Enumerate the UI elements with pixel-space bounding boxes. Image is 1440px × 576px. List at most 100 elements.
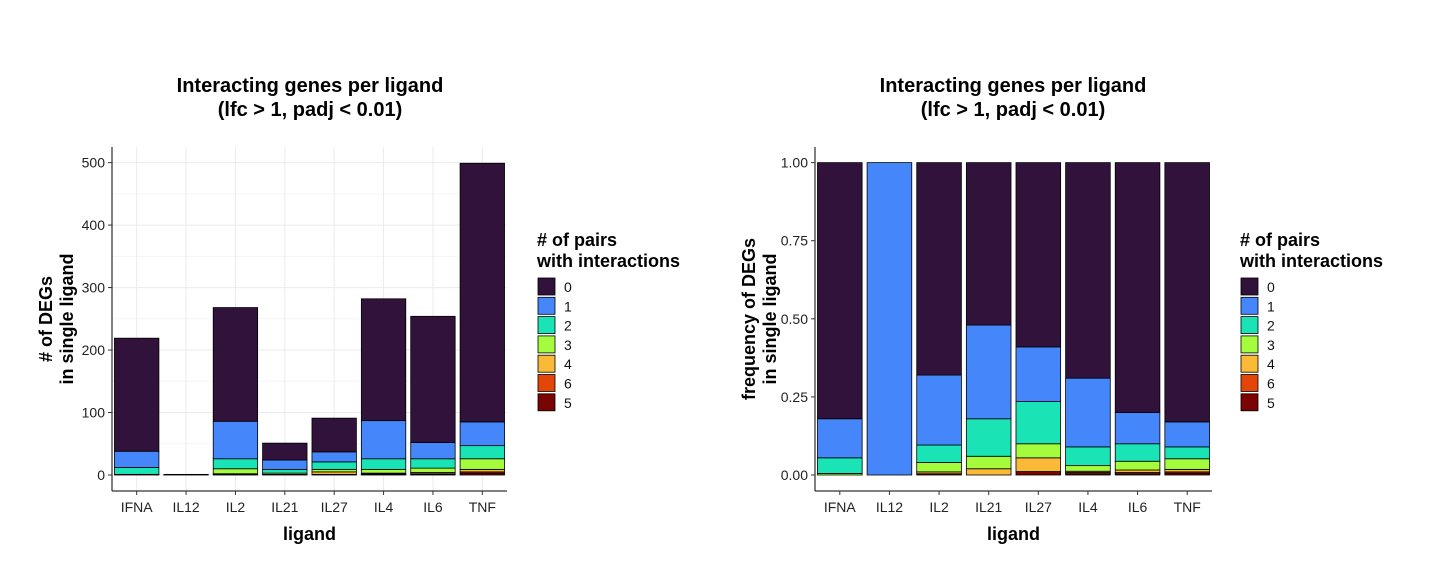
bar-IL4-pairs-2	[1065, 446, 1111, 467]
legend-label-4: 4	[564, 356, 572, 372]
count-chart: Interacting genes per ligand(lfc > 1, pa…	[36, 75, 680, 544]
x-tick-label-IL2: IL2	[929, 499, 949, 515]
bar-IL4-pairs-1	[1065, 377, 1111, 448]
bar-IL21-pairs-0	[262, 442, 308, 461]
bar-IFNA-pairs-0	[817, 162, 863, 420]
bar-IL21-pairs-0	[965, 162, 1012, 326]
bar-IL4-pairs-1	[360, 420, 407, 460]
bar-IL2-pairs-3	[916, 462, 962, 473]
x-tick-label-TNF: TNF	[469, 499, 496, 515]
y-tick-label: 300	[82, 280, 106, 296]
legend-label-3: 3	[1267, 337, 1275, 353]
x-axis-title: ligand	[283, 524, 336, 544]
bar-TNF-pairs-0	[1164, 162, 1210, 423]
bar-IL4-pairs-0	[1065, 162, 1111, 379]
legend-swatch-2	[1240, 316, 1259, 335]
bar-IL27-pairs-5	[1015, 471, 1062, 476]
bar-IL27-pairs-1	[311, 451, 357, 463]
x-tick-label-IL27: IL27	[1025, 499, 1052, 515]
x-tick-label-IL2: IL2	[226, 499, 246, 515]
bar-IL21-pairs-2	[262, 468, 308, 474]
bar-IL6-pairs-3	[410, 467, 456, 473]
bar-IL21-pairs-2	[965, 418, 1012, 457]
legend-label-5: 5	[1267, 395, 1275, 411]
y-axis-title-line-2: in single ligand	[760, 253, 780, 384]
x-tick-label-IL4: IL4	[374, 499, 394, 515]
legend-title-line-1: # of pairs	[537, 230, 617, 250]
legend-label-1: 1	[1267, 298, 1275, 314]
legend-title-line-1: # of pairs	[1240, 230, 1320, 250]
bar-IL27-pairs-2	[1015, 401, 1062, 445]
bar-IL27-pairs-3	[1015, 443, 1062, 459]
bar-IL4-pairs-0	[360, 298, 407, 422]
bar-IL2-pairs-2	[916, 444, 962, 463]
bar-IL6-pairs-0	[410, 315, 456, 443]
bar-IL6-pairs-1	[410, 442, 456, 460]
bar-IL6-pairs-3	[1114, 460, 1161, 471]
y-tick-label: 0	[97, 467, 105, 483]
legend-swatch-5	[537, 393, 556, 412]
x-tick-label-IL21: IL21	[975, 499, 1002, 515]
y-tick-label: 100	[82, 405, 106, 421]
chart-title-line-1: Interacting genes per ligand	[177, 75, 444, 97]
bar-TNF-pairs-3	[459, 458, 505, 470]
legend-swatch-1	[1240, 296, 1259, 315]
bar-TNF-pairs-1	[459, 421, 505, 447]
bar-IFNA-pairs-2	[114, 467, 160, 475]
bar-IL27-pairs-2	[311, 461, 357, 470]
legend-swatch-6	[537, 374, 556, 392]
bar-IL12-pairs-1	[866, 162, 913, 476]
bar-IL6-pairs-2	[1114, 443, 1161, 462]
x-tick-label-IL12: IL12	[172, 499, 199, 515]
chart-title-line-1: Interacting genes per ligand	[880, 75, 1147, 97]
bars	[114, 162, 505, 476]
bar-IL21-pairs-4	[965, 468, 1012, 476]
bar-IL27-pairs-0	[1015, 162, 1062, 348]
x-axis-title: ligand	[987, 524, 1040, 544]
bar-TNF-pairs-0	[459, 162, 505, 423]
legend-swatch-2	[537, 316, 556, 335]
bar-IL2-pairs-1	[212, 420, 259, 460]
bar-IFNA-pairs-2	[817, 457, 863, 474]
x-tick-label-IFNA: IFNA	[121, 499, 154, 515]
legend-label-5: 5	[564, 395, 572, 411]
legend-title-line-2: with interactions	[536, 251, 680, 271]
bar-IL6-pairs-0	[1114, 162, 1161, 413]
x-tick-label-TNF: TNF	[1174, 499, 1201, 515]
y-tick-label: 0.25	[781, 389, 808, 405]
x-tick-label-IFNA: IFNA	[824, 499, 857, 515]
x-tick-label-IL27: IL27	[321, 499, 348, 515]
bar-IL2-pairs-0	[212, 307, 259, 422]
bar-IL4-pairs-3	[360, 468, 407, 474]
chart-title-line-2: (lfc > 1, padj < 0.01)	[921, 99, 1106, 121]
y-tick-label: 500	[82, 155, 106, 171]
y-tick-label: 200	[82, 342, 106, 358]
x-tick-label-IL6: IL6	[423, 499, 443, 515]
y-axis-title-line-1: frequency of DEGs	[739, 238, 759, 400]
bar-IFNA-pairs-0	[114, 337, 160, 452]
x-tick-label-IL21: IL21	[271, 499, 298, 515]
y-axis-title-line-1: # of DEGs	[36, 276, 56, 362]
bar-IFNA-pairs-1	[114, 450, 160, 468]
legend-swatch-4	[1240, 354, 1259, 373]
bar-IL4-pairs-3	[1065, 465, 1111, 472]
bar-IL21-pairs-1	[965, 324, 1012, 420]
legend-label-0: 0	[564, 279, 572, 295]
y-tick-label: 0.75	[781, 233, 808, 249]
y-axis-title-line-2: in single ligand	[57, 253, 77, 384]
legend-swatch-3	[537, 335, 556, 354]
y-tick-label: 400	[82, 217, 106, 233]
legend-label-2: 2	[1267, 318, 1275, 334]
bar-IL27-pairs-1	[1015, 346, 1062, 402]
bar-IL2-pairs-3	[212, 468, 259, 475]
bar-IL27-pairs-0	[311, 417, 357, 453]
legend-label-3: 3	[564, 337, 572, 353]
legend-swatch-3	[1240, 335, 1259, 354]
bar-IL2-pairs-0	[916, 162, 962, 376]
bar-TNF-pairs-1	[1164, 421, 1210, 448]
legend-label-2: 2	[564, 318, 572, 334]
bar-IL2-pairs-1	[916, 374, 962, 446]
